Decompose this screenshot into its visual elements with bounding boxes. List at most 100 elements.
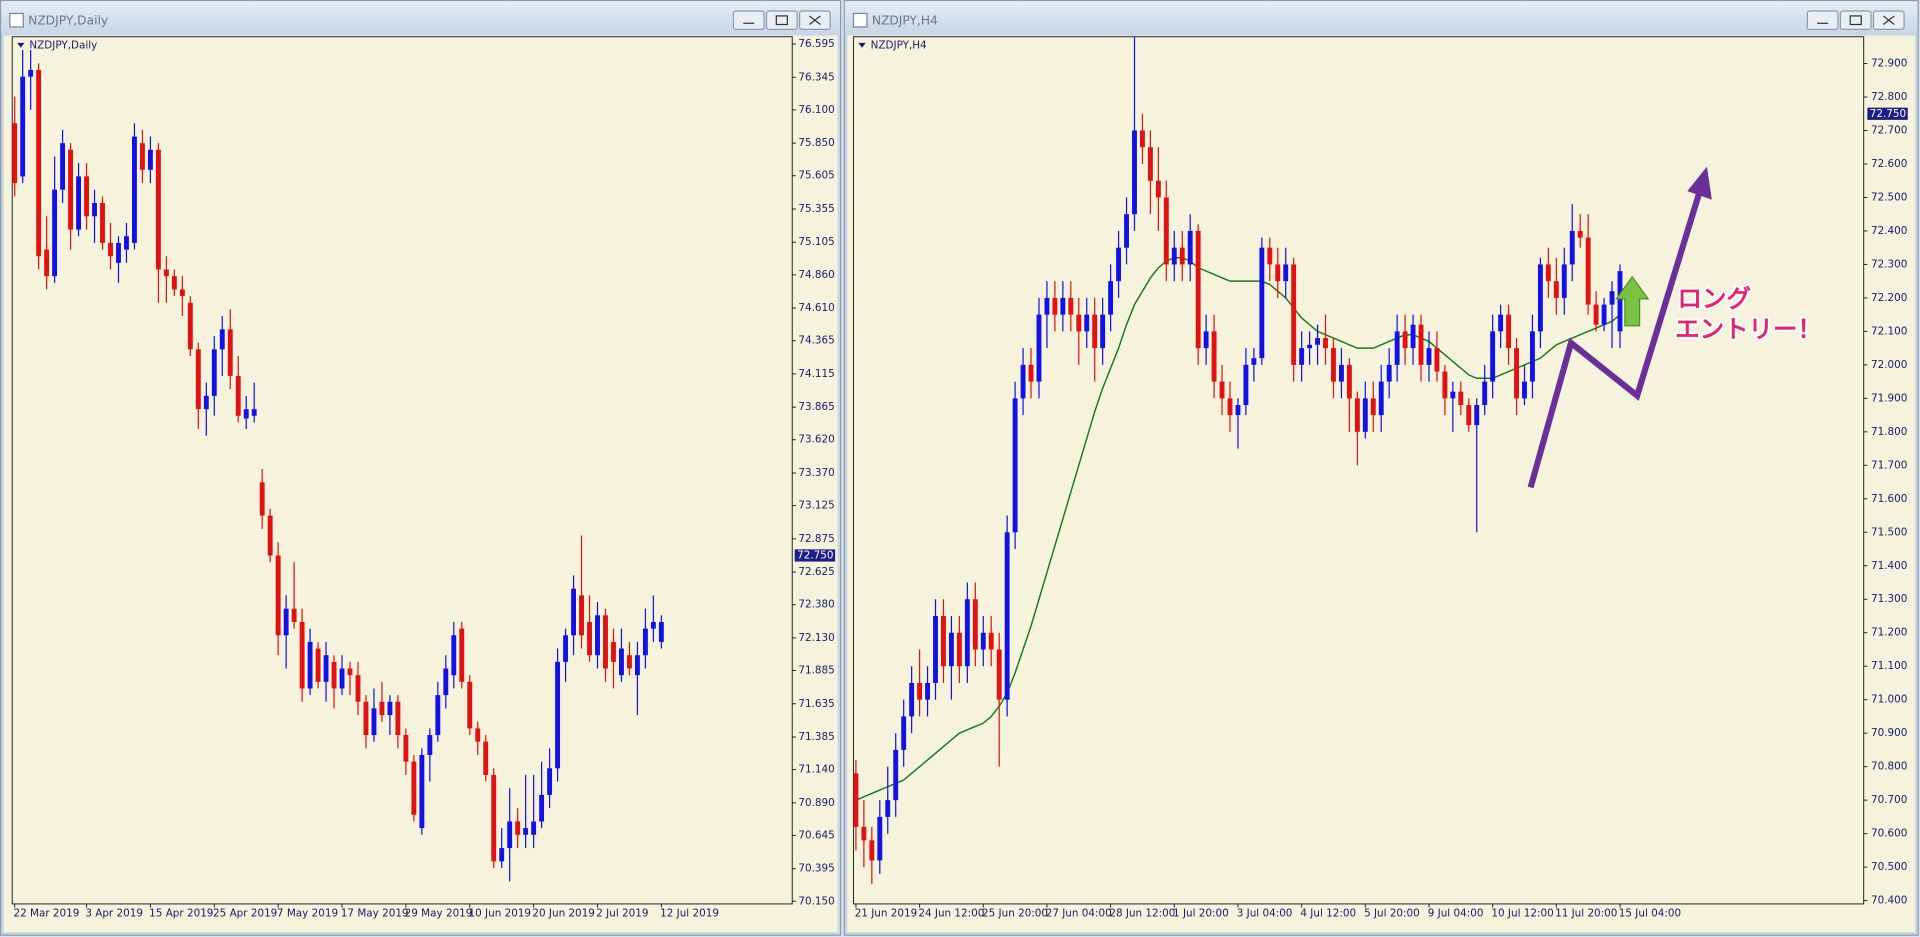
candle-body — [435, 695, 441, 736]
y-tick-label: 73.370 — [798, 467, 834, 479]
candle-body — [1283, 264, 1289, 282]
y-tick-label: 71.635 — [798, 698, 834, 710]
candle-body — [1346, 364, 1352, 399]
candle-body — [251, 409, 257, 416]
entry-arrow-head — [1687, 166, 1712, 200]
x-tick-label: 29 May 2019 — [405, 908, 473, 920]
icon — [775, 15, 788, 26]
candle-body — [1044, 297, 1050, 315]
y-tick-label: 72.800 — [1871, 91, 1907, 103]
y-tick-label: 71.140 — [798, 764, 834, 776]
x-tick-label: 3 Apr 2019 — [85, 908, 143, 920]
candle-body — [1235, 405, 1241, 416]
window-icon — [852, 12, 868, 28]
x-tick-label: 9 Jul 04:00 — [1428, 908, 1484, 920]
candle-body — [203, 395, 209, 410]
candle-body — [467, 681, 473, 729]
candle-body — [179, 289, 185, 297]
candle-body — [403, 735, 409, 762]
candle-body — [1593, 304, 1599, 325]
candle-body — [44, 249, 50, 277]
candle-body — [507, 821, 513, 849]
plot-frame — [11, 36, 793, 905]
chart-area — [847, 35, 1916, 933]
candle-body — [291, 608, 297, 622]
minimize-button[interactable] — [1806, 10, 1839, 31]
y-tick-label: 75.105 — [798, 236, 834, 248]
icon — [809, 15, 821, 25]
candle-body — [1506, 314, 1512, 349]
y-tick-label: 71.300 — [1871, 593, 1907, 605]
candle-body — [483, 741, 489, 775]
candle-body — [1132, 130, 1137, 215]
candle-body — [1012, 398, 1018, 533]
window-icon — [9, 12, 24, 28]
candle-body — [956, 632, 962, 667]
candle-body — [1617, 271, 1623, 332]
window-buttons[interactable] — [1806, 10, 1905, 31]
candle-body — [587, 621, 592, 656]
annotation: ロング — [1678, 284, 1752, 313]
candle-body — [387, 701, 393, 716]
y-tick-label: 72.130 — [798, 632, 834, 644]
candle-body — [1171, 247, 1177, 265]
window-title: NZDJPY,H4 — [872, 13, 938, 27]
y-tick-label: 73.620 — [798, 434, 834, 446]
candle-body — [1020, 364, 1026, 399]
candle-body — [427, 735, 433, 755]
candle-body — [84, 176, 89, 217]
candle-body — [499, 848, 505, 862]
x-tick-label: 28 Jun 12:00 — [1109, 908, 1175, 920]
candle-body — [555, 661, 561, 769]
entry-arrow — [1527, 182, 1705, 489]
candle-body — [395, 701, 401, 736]
candle-body — [595, 615, 600, 656]
candle-body — [235, 375, 241, 416]
candle-body — [1585, 237, 1591, 305]
candle-body — [988, 632, 994, 650]
candle-body — [1601, 304, 1607, 325]
x-tick-label: 3 Jul 04:00 — [1237, 908, 1293, 920]
candle-body — [211, 349, 217, 396]
y-tick-label: 71.000 — [1871, 694, 1907, 706]
candle-body — [1331, 348, 1336, 382]
candle-body — [869, 840, 875, 861]
candle-body — [1219, 381, 1225, 399]
y-tick-label: 76.595 — [798, 38, 834, 50]
y-tick-label: 72.600 — [1871, 158, 1907, 170]
candle-body — [1490, 331, 1496, 382]
candle-body — [1410, 324, 1416, 349]
candle-body — [1259, 247, 1265, 359]
candle-body — [60, 143, 66, 190]
candle-body — [36, 69, 42, 257]
minimize-button[interactable] — [732, 10, 765, 31]
candle-body — [626, 655, 632, 669]
symbol-marker — [858, 42, 866, 48]
candle-body — [187, 302, 193, 350]
candle-body — [283, 608, 289, 636]
x-tick-label: 25 Apr 2019 — [213, 908, 277, 920]
candle-body — [853, 773, 859, 827]
y-tick-label: 70.800 — [1871, 761, 1907, 773]
candle-body — [307, 641, 313, 689]
candle-body — [1434, 348, 1440, 372]
candle-body — [1402, 331, 1408, 349]
candle-body — [132, 136, 137, 243]
candle-body — [861, 826, 867, 841]
y-tick-label: 72.300 — [1871, 258, 1907, 270]
maximize-button[interactable] — [1839, 10, 1872, 31]
candle-body — [1187, 230, 1193, 265]
window-buttons[interactable] — [732, 10, 831, 31]
candle-body — [1299, 348, 1305, 365]
y-tick-label: 72.625 — [798, 566, 834, 578]
x-tick-label: 20 Jun 2019 — [532, 908, 595, 920]
candle-body — [355, 675, 361, 702]
candle-body — [980, 632, 986, 650]
symbol-marker — [17, 42, 25, 48]
maximize-button[interactable] — [765, 10, 798, 31]
candle-body — [1291, 264, 1297, 365]
chart-label: NZDJPY,H4 — [871, 39, 927, 51]
candle-body — [1068, 297, 1074, 315]
candle-body — [1092, 314, 1098, 349]
candle-body — [315, 648, 321, 682]
